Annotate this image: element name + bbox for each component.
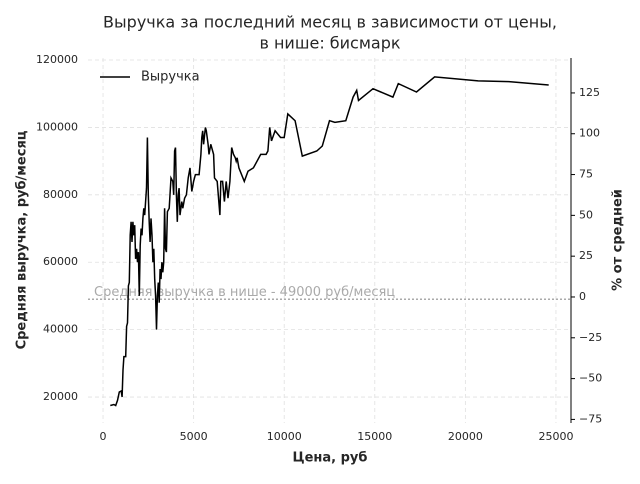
y2-tick-label: 0 <box>579 290 586 303</box>
x-tick-label: 10000 <box>267 430 302 443</box>
y-tick-label: 60000 <box>43 255 78 268</box>
y2-tick-label: 25 <box>579 249 593 262</box>
y-tick-label: 100000 <box>36 120 78 133</box>
y2-tick-label: 125 <box>579 86 600 99</box>
y2-tick-label: −25 <box>579 331 602 344</box>
y2-tick-label: 75 <box>579 168 593 181</box>
y-tick-label: 20000 <box>43 390 78 403</box>
x-tick-label: 0 <box>100 430 107 443</box>
y2-axis-label: % от средней <box>611 189 626 291</box>
x-axis-label: Цена, руб <box>293 451 368 466</box>
x-tick-label: 20000 <box>448 430 483 443</box>
y2-tick-label: −75 <box>579 412 602 425</box>
chart-subtitle: в нише: бисмарк <box>259 34 400 53</box>
y-tick-label: 120000 <box>36 53 78 66</box>
y-tick-label: 80000 <box>43 188 78 201</box>
reference-label: Средняя выручка в нише - 49000 руб/месяц <box>94 285 395 300</box>
y-axis-label: Средняя выручка, руб/месяц <box>15 130 30 349</box>
series-line <box>110 76 549 407</box>
y2-tick-label: −50 <box>579 372 602 385</box>
x-tick-label: 5000 <box>180 430 208 443</box>
chart-title: Выручка за последний месяц в зависимости… <box>103 13 557 32</box>
x-tick-label: 15000 <box>357 430 392 443</box>
x-tick-label: 25000 <box>538 430 573 443</box>
y2-tick-label: 100 <box>579 127 600 140</box>
legend-label: Выручка <box>141 70 200 85</box>
y-tick-label: 40000 <box>43 323 78 336</box>
y2-tick-label: 50 <box>579 208 593 221</box>
